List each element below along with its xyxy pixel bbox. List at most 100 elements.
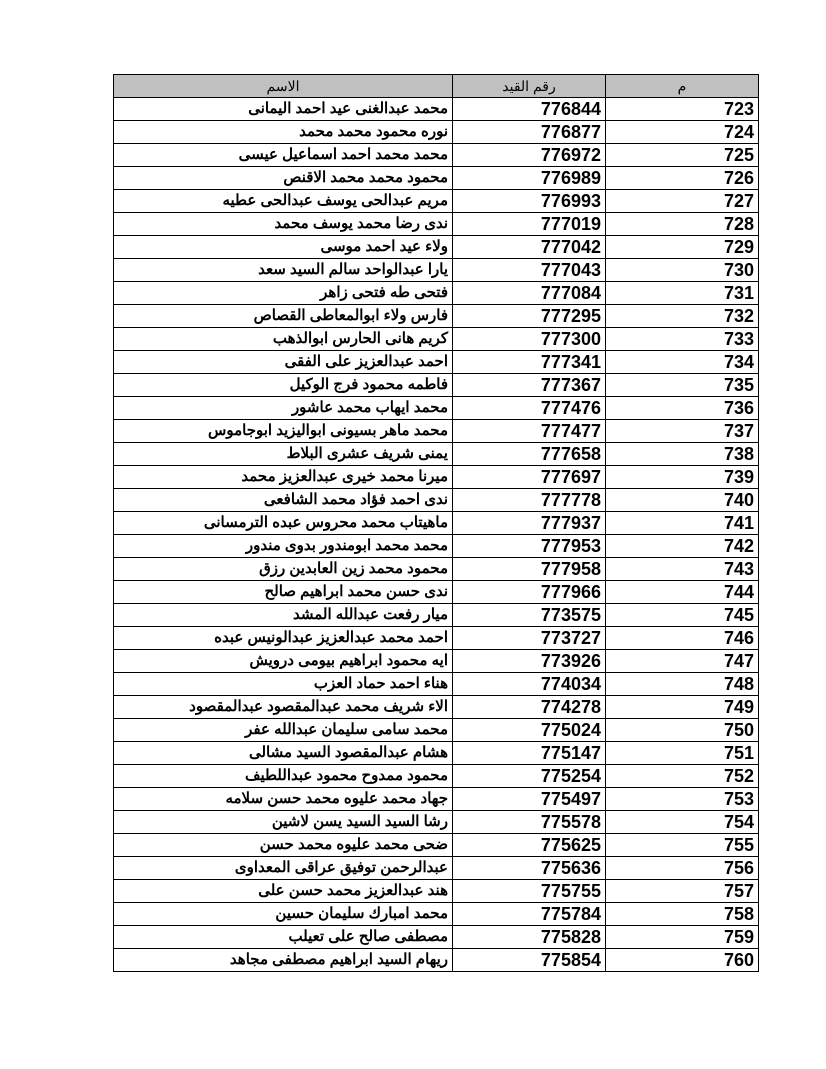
id-cell: 777953 (452, 534, 606, 558)
serial-cell: 753 (605, 787, 759, 811)
id-cell: 775497 (452, 787, 606, 811)
serial-cell: 745 (605, 603, 759, 627)
table-row: ولاء عيد احمد موسى 777042 729 (113, 235, 759, 259)
id-cell: 777477 (452, 419, 606, 443)
header-serial: م (605, 74, 759, 98)
name-cell: ولاء عيد احمد موسى (113, 235, 453, 259)
table-row: محمد عبدالغنى عيد احمد اليمانى 776844 723 (113, 97, 759, 121)
table-row: ماهيتاب محمد محروس عبده الترمسانى 777937 7… (113, 511, 759, 535)
serial-cell: 742 (605, 534, 759, 558)
id-cell: 776989 (452, 166, 606, 190)
name-cell: محمود محمد زين العابدين رزق (113, 557, 453, 581)
name-cell: فارس ولاء ابوالمعاطى القصاص (113, 304, 453, 328)
serial-cell: 758 (605, 902, 759, 926)
name-cell: كريم هانى الحارس ابوالذهب (113, 327, 453, 351)
name-cell: ضحى محمد عليوه محمد حسن (113, 833, 453, 857)
header-id: رقم القيد (452, 74, 606, 98)
name-cell: ماهيتاب محمد محروس عبده الترمسانى (113, 511, 453, 535)
serial-cell: 759 (605, 925, 759, 949)
serial-cell: 734 (605, 350, 759, 374)
serial-cell: 729 (605, 235, 759, 259)
name-cell: جهاد محمد عليوه محمد حسن سلامه (113, 787, 453, 811)
name-cell: مصطفى صالح على تعيلب (113, 925, 453, 949)
table-row: هناء احمد حماد العزب 774034 748 (113, 672, 759, 696)
name-cell: محمود ممدوح محمود عبداللطيف (113, 764, 453, 788)
id-cell: 777042 (452, 235, 606, 259)
id-cell: 777966 (452, 580, 606, 604)
id-cell: 773575 (452, 603, 606, 627)
students-table: الاسم رقم القيد م محمد عبدالغنى عيد احمد… (113, 74, 759, 972)
serial-cell: 743 (605, 557, 759, 581)
id-cell: 776972 (452, 143, 606, 167)
id-cell: 777367 (452, 373, 606, 397)
id-cell: 776993 (452, 189, 606, 213)
id-cell: 777019 (452, 212, 606, 236)
table-row: هند عبدالعزيز محمد حسن على 775755 757 (113, 879, 759, 903)
table-row: محمد سامى سليمان عبدالله عفر 775024 750 (113, 718, 759, 742)
table-row: ضحى محمد عليوه محمد حسن 775625 755 (113, 833, 759, 857)
table-row: احمد عبدالعزيز على الفقى 777341 734 (113, 350, 759, 374)
table-row: ندى رضا محمد يوسف محمد 777019 728 (113, 212, 759, 236)
serial-cell: 725 (605, 143, 759, 167)
table-row: جهاد محمد عليوه محمد حسن سلامه 775497 753 (113, 787, 759, 811)
table-row: ميرنا محمد خيرى عبدالعزيز محمد 777697 739 (113, 465, 759, 489)
serial-cell: 737 (605, 419, 759, 443)
id-cell: 775578 (452, 810, 606, 834)
name-cell: عبدالرحمن توفيق عراقى المعداوى (113, 856, 453, 880)
serial-cell: 748 (605, 672, 759, 696)
id-cell: 777697 (452, 465, 606, 489)
name-cell: ريهام السيد ابراهيم مصطفى مجاهد (113, 948, 453, 972)
table-row: ريهام السيد ابراهيم مصطفى مجاهد 775854 760 (113, 948, 759, 972)
id-cell: 775828 (452, 925, 606, 949)
table-row: هشام عبدالمقصود السيد مشالى 775147 751 (113, 741, 759, 765)
serial-cell: 723 (605, 97, 759, 121)
id-cell: 777341 (452, 350, 606, 374)
id-cell: 775755 (452, 879, 606, 903)
serial-cell: 740 (605, 488, 759, 512)
serial-cell: 739 (605, 465, 759, 489)
table-row: مريم عبدالحى يوسف عبدالحى عطيه 776993 727 (113, 189, 759, 213)
id-cell: 777658 (452, 442, 606, 466)
table-row: محمد محمد احمد اسماعيل عيسى 776972 725 (113, 143, 759, 167)
serial-cell: 746 (605, 626, 759, 650)
serial-cell: 750 (605, 718, 759, 742)
table-row: محمد ايهاب محمد عاشور 777476 736 (113, 396, 759, 420)
header-name: الاسم (113, 74, 453, 98)
name-cell: محمد عبدالغنى عيد احمد اليمانى (113, 97, 453, 121)
name-cell: محمود محمد محمد الاقنص (113, 166, 453, 190)
serial-cell: 749 (605, 695, 759, 719)
serial-cell: 731 (605, 281, 759, 305)
table-row: محمود محمد محمد الاقنص 776989 726 (113, 166, 759, 190)
name-cell: مريم عبدالحى يوسف عبدالحى عطيه (113, 189, 453, 213)
serial-cell: 738 (605, 442, 759, 466)
serial-cell: 726 (605, 166, 759, 190)
table-row: محمود محمد زين العابدين رزق 777958 743 (113, 557, 759, 581)
name-cell: رشا السيد السيد يسن لاشين (113, 810, 453, 834)
id-cell: 776844 (452, 97, 606, 121)
id-cell: 775784 (452, 902, 606, 926)
name-cell: ندى احمد فؤاد محمد الشافعى (113, 488, 453, 512)
id-cell: 776877 (452, 120, 606, 144)
name-cell: محمد محمد احمد اسماعيل عيسى (113, 143, 453, 167)
serial-cell: 736 (605, 396, 759, 420)
table-row: ايه محمود ابراهيم بيومى درويش 773926 747 (113, 649, 759, 673)
name-cell: فتحى طه فتحى زاهر (113, 281, 453, 305)
name-cell: فاطمه محمود فرج الوكيل (113, 373, 453, 397)
name-cell: الاء شريف محمد عبدالمقصود عبدالمقصود (113, 695, 453, 719)
serial-cell: 741 (605, 511, 759, 535)
id-cell: 777295 (452, 304, 606, 328)
serial-cell: 755 (605, 833, 759, 857)
id-cell: 777937 (452, 511, 606, 535)
serial-cell: 730 (605, 258, 759, 282)
table-row: كريم هانى الحارس ابوالذهب 777300 733 (113, 327, 759, 351)
table-row: محمد امبارك سليمان حسين 775784 758 (113, 902, 759, 926)
serial-cell: 724 (605, 120, 759, 144)
id-cell: 773926 (452, 649, 606, 673)
id-cell: 777778 (452, 488, 606, 512)
name-cell: ايه محمود ابراهيم بيومى درويش (113, 649, 453, 673)
id-cell: 774034 (452, 672, 606, 696)
table-row: نوره محمود محمد محمد 776877 724 (113, 120, 759, 144)
name-cell: احمد عبدالعزيز على الفقى (113, 350, 453, 374)
id-cell: 777043 (452, 258, 606, 282)
name-cell: هناء احمد حماد العزب (113, 672, 453, 696)
